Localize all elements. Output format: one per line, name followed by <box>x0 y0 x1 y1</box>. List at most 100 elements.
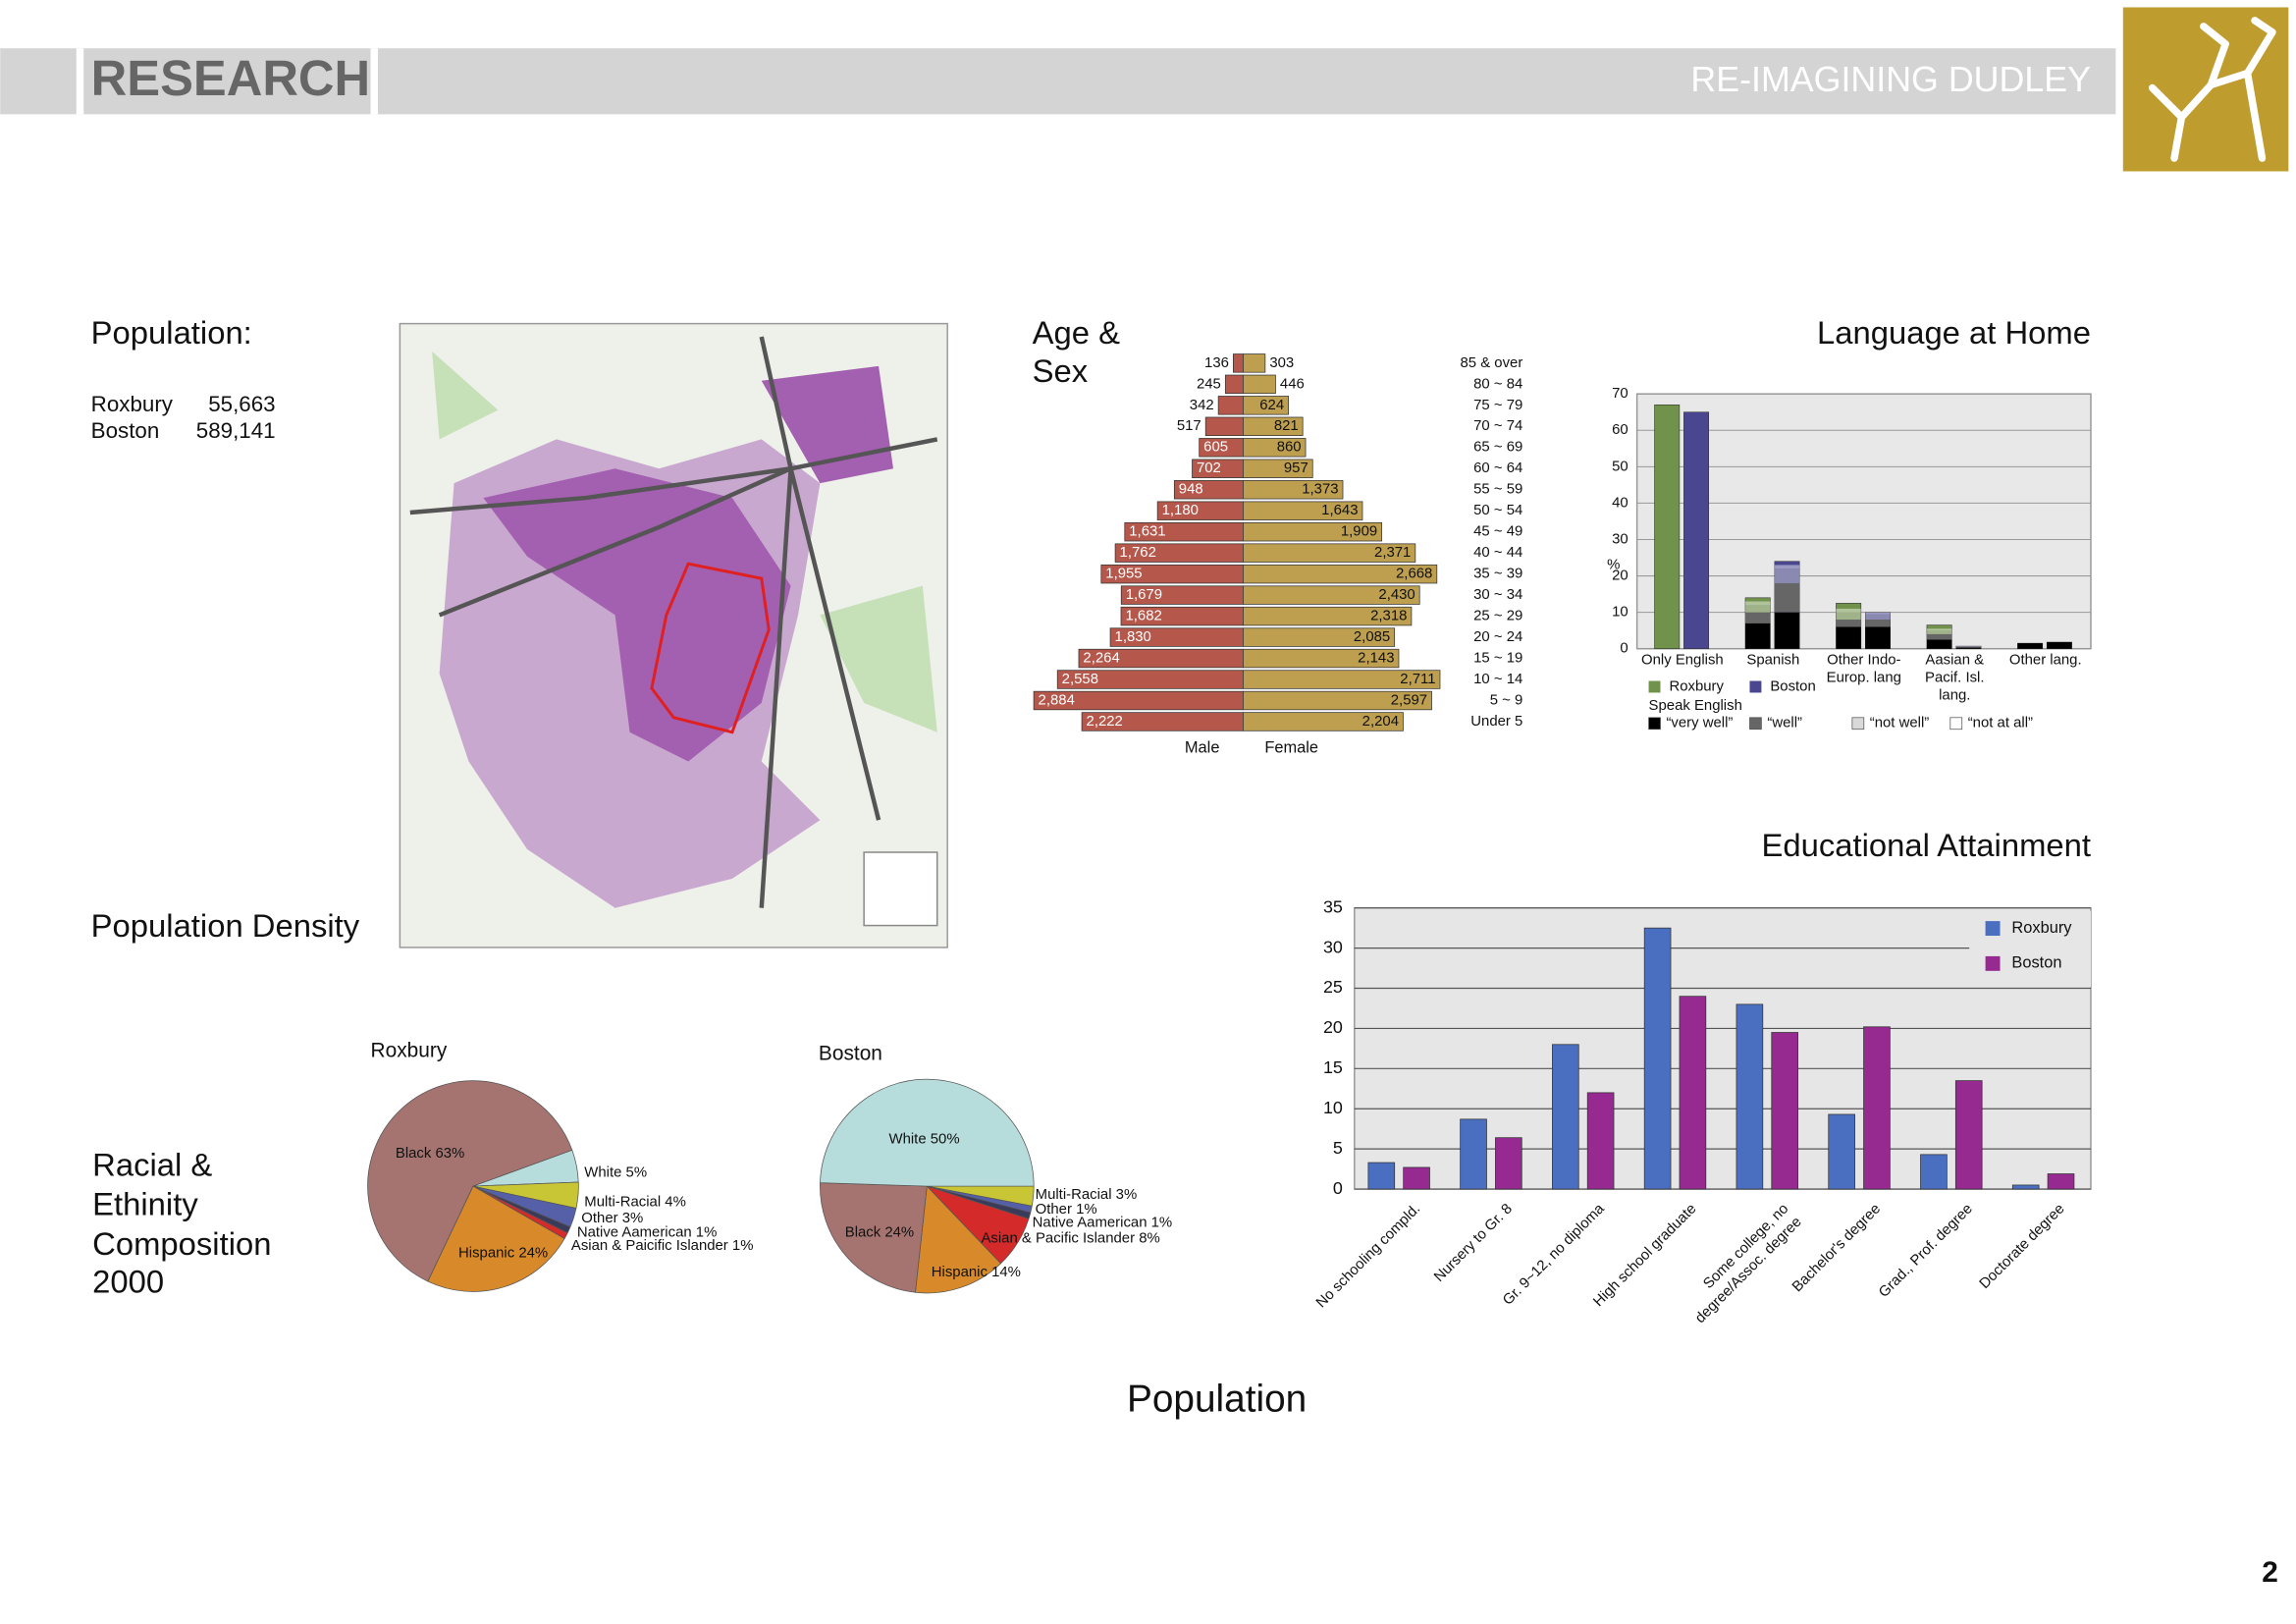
x-tick-label: Pacif. Isl. <box>1925 670 1984 685</box>
slice-label: Black 63% <box>396 1146 464 1162</box>
y-tick-label: 30 <box>1612 531 1629 547</box>
chart-title: Age & <box>1033 314 1120 351</box>
age-label: 55 ~ 59 <box>1473 482 1522 498</box>
x-tick-label: Only English <box>1641 653 1724 669</box>
y-tick-label: 20 <box>1323 1017 1343 1037</box>
y-tick-label: 10 <box>1612 605 1629 621</box>
value-label: 2,668 <box>1396 567 1432 582</box>
y-tick-label: 20 <box>1612 568 1629 583</box>
population-value: 589,141 <box>196 418 276 443</box>
bar <box>1243 670 1441 689</box>
bar <box>1643 927 1672 1190</box>
chart-title: Educational Attainment <box>1761 827 2090 863</box>
bar <box>1460 1118 1487 1190</box>
proficiency-segment <box>1926 628 1952 631</box>
slice-label: Hispanic 24% <box>458 1246 548 1262</box>
chart-title: Sex <box>1033 352 1089 389</box>
value-label: 702 <box>1197 460 1221 476</box>
caption: Population <box>1127 1379 1307 1421</box>
proficiency-segment <box>1774 582 1800 613</box>
bar <box>1771 1032 1798 1190</box>
slice-label: Asian & Paicific Islander 1% <box>571 1238 754 1254</box>
bar <box>2047 1173 2075 1190</box>
y-tick-label: 50 <box>1612 459 1629 474</box>
age-label: 25 ~ 29 <box>1473 609 1522 624</box>
age-label: 75 ~ 79 <box>1473 398 1522 413</box>
bar <box>1654 405 1681 650</box>
value-label: 2,222 <box>1087 714 1123 730</box>
value-label: 2,597 <box>1391 692 1427 708</box>
bar <box>1204 416 1244 436</box>
bar <box>1243 648 1400 669</box>
age-label: 50 ~ 54 <box>1473 503 1522 518</box>
x-tick-label: Gr. 9~12, no diploma <box>1500 1201 1608 1309</box>
value-label: 1,373 <box>1302 482 1338 498</box>
legend-label: Roxbury <box>1669 678 1724 694</box>
bar <box>1679 996 1707 1190</box>
proficiency-segment <box>1745 605 1771 613</box>
legend-swatch <box>1648 717 1661 731</box>
density-map <box>399 322 948 948</box>
bar <box>2011 1184 2040 1190</box>
population-name: Boston <box>91 418 160 443</box>
legend-label: “not well” <box>1870 716 1930 731</box>
legend-swatch <box>1949 717 1963 731</box>
slice-label: Asian & Pacific Islander 8% <box>981 1231 1159 1247</box>
header-bar <box>0 48 2116 115</box>
x-tick-label: Spanish <box>1746 653 1799 669</box>
y-axis-label: % <box>1607 558 1620 573</box>
page-number: 2 <box>2262 1556 2278 1589</box>
bar <box>1243 585 1420 605</box>
age-label: 30 ~ 34 <box>1473 587 1522 603</box>
legend-swatch <box>1749 680 1762 693</box>
legend-title: Speak English <box>1649 698 1742 714</box>
value-label: 245 <box>1197 376 1221 392</box>
proficiency-segment <box>1865 612 1891 615</box>
racial-heading: Racial & <box>92 1146 212 1182</box>
proficiency-segment <box>1836 612 1861 621</box>
value-label: 948 <box>1179 482 1203 498</box>
bar <box>1243 374 1276 395</box>
value-label: 2,264 <box>1083 650 1119 666</box>
value-label: 1,180 <box>1162 503 1199 518</box>
proficiency-segment <box>1745 601 1771 606</box>
map-outline <box>650 562 771 734</box>
y-tick-label: 40 <box>1612 495 1629 511</box>
header-title: RESEARCH <box>91 50 370 106</box>
value-label: 2,204 <box>1362 714 1399 730</box>
legend-label: “well” <box>1767 716 1802 731</box>
bar <box>1224 374 1244 395</box>
age-label: 20 ~ 24 <box>1473 629 1522 645</box>
bar <box>1495 1137 1522 1190</box>
value-label: 605 <box>1203 440 1228 456</box>
age-label: 65 ~ 69 <box>1473 440 1522 456</box>
pie-slice <box>915 1185 1001 1294</box>
legend-swatch <box>1648 680 1661 693</box>
value-label: 2,884 <box>1039 692 1075 708</box>
header-gap <box>370 48 379 115</box>
age-label: 15 ~ 19 <box>1473 650 1522 666</box>
value-label: 2,711 <box>1400 672 1435 687</box>
pie-slice <box>427 1185 565 1292</box>
x-tick-label: Nursery to Gr. 8 <box>1431 1201 1516 1285</box>
y-tick-label: 30 <box>1323 937 1343 956</box>
bar <box>1243 416 1304 436</box>
pie-slice <box>820 1078 1035 1187</box>
value-label: 1,762 <box>1120 545 1156 561</box>
y-tick-label: 15 <box>1323 1057 1343 1077</box>
pie-title: Roxbury <box>371 1039 448 1061</box>
proficiency-segment <box>1774 565 1800 569</box>
y-tick-label: 70 <box>1612 386 1629 402</box>
legend-swatch <box>1749 717 1762 731</box>
proficiency-segment <box>1865 620 1891 627</box>
value-label: 303 <box>1269 355 1294 371</box>
y-tick-label: 35 <box>1323 896 1343 916</box>
legend-label: “not at all” <box>1968 716 2033 731</box>
age-label: 5 ~ 9 <box>1490 692 1523 708</box>
proficiency-segment <box>1926 630 1952 634</box>
legend-swatch <box>1985 921 2001 937</box>
proficiency-segment <box>1774 568 1800 583</box>
bar <box>1920 1154 1948 1190</box>
age-label: 10 ~ 14 <box>1473 672 1522 687</box>
value-label: 136 <box>1204 355 1229 371</box>
